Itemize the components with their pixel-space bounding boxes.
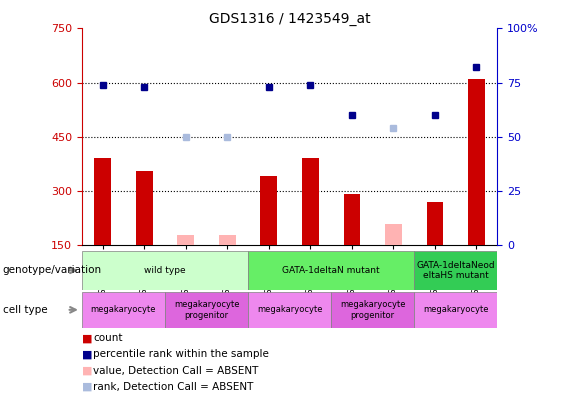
Bar	[248, 292, 331, 328]
Text: megakaryocyte: megakaryocyte	[91, 305, 156, 314]
Bar	[385, 224, 402, 245]
Text: GATA-1deltaNeod
eltaHS mutant: GATA-1deltaNeod eltaHS mutant	[416, 261, 495, 280]
Text: value, Detection Call = ABSENT: value, Detection Call = ABSENT	[93, 366, 259, 375]
Title: GDS1316 / 1423549_at: GDS1316 / 1423549_at	[208, 12, 371, 26]
Text: genotype/variation: genotype/variation	[3, 265, 102, 275]
Text: ■: ■	[82, 333, 93, 343]
Text: rank, Detection Call = ABSENT: rank, Detection Call = ABSENT	[93, 382, 254, 392]
Text: percentile rank within the sample: percentile rank within the sample	[93, 350, 269, 359]
Text: megakaryocyte
progenitor: megakaryocyte progenitor	[340, 300, 405, 320]
Text: ■: ■	[82, 350, 93, 359]
Bar	[427, 202, 443, 245]
Bar	[414, 292, 497, 328]
Text: count: count	[93, 333, 123, 343]
Bar	[468, 79, 485, 245]
Bar	[165, 292, 248, 328]
Text: ■: ■	[82, 366, 93, 375]
Text: megakaryocyte: megakaryocyte	[257, 305, 322, 314]
Bar	[414, 251, 497, 290]
Bar	[248, 251, 414, 290]
Bar	[136, 171, 153, 245]
Bar	[219, 235, 236, 245]
Text: cell type: cell type	[3, 305, 47, 315]
Bar	[331, 292, 414, 328]
Bar	[344, 194, 360, 245]
Text: GATA-1deltaN mutant: GATA-1deltaN mutant	[282, 266, 380, 275]
Bar	[302, 158, 319, 245]
Bar	[82, 292, 165, 328]
Text: megakaryocyte: megakaryocyte	[423, 305, 488, 314]
Bar	[94, 158, 111, 245]
Bar	[177, 235, 194, 245]
Text: ■: ■	[82, 382, 93, 392]
Text: megakaryocyte
progenitor: megakaryocyte progenitor	[174, 300, 239, 320]
Bar	[260, 177, 277, 245]
Bar	[82, 251, 248, 290]
Text: wild type: wild type	[144, 266, 186, 275]
